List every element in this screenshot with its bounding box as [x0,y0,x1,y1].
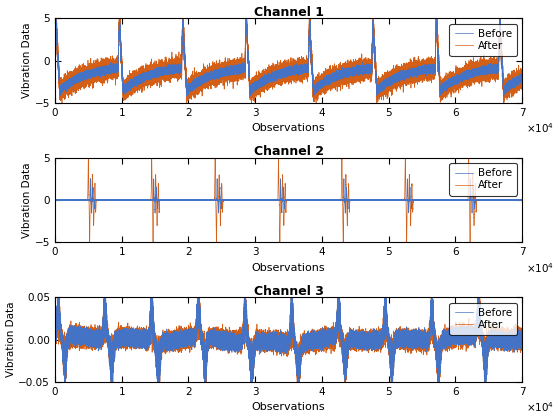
Y-axis label: Vibration Data: Vibration Data [22,23,32,98]
After [52,57,58,62]
After [61,379,68,384]
After [510,86,516,91]
Before [419,198,426,203]
Before [365,68,372,73]
Before [342,210,349,215]
Title: Channel 3: Channel 3 [254,285,324,298]
Before [419,66,426,71]
After [59,100,66,105]
Before [134,197,141,202]
Before [510,341,516,346]
Before [243,17,250,22]
After [86,240,93,245]
Before [52,59,58,64]
Line: After: After [55,297,522,382]
Before [415,333,422,339]
Before [510,78,516,83]
Before [519,197,525,202]
Title: Channel 2: Channel 2 [254,145,324,158]
Line: After: After [55,18,522,103]
Before [52,198,58,203]
After [134,197,141,202]
Legend: Before, After: Before, After [450,163,517,196]
After [134,336,141,341]
After [519,77,525,82]
Before [76,337,83,342]
Before [52,335,58,340]
After [76,198,83,203]
After [510,197,516,202]
After [519,198,525,203]
Before [61,379,68,384]
Legend: Before, After: Before, After [450,303,517,335]
Before [76,198,83,203]
After [52,197,58,202]
Before [519,331,525,336]
Before [340,176,347,181]
Text: $\times10^4$: $\times10^4$ [526,121,554,135]
After [85,155,92,160]
After [52,332,58,337]
Before [419,342,426,347]
After [54,295,61,300]
After [76,76,83,81]
Before [366,197,372,202]
X-axis label: Observations: Observations [251,402,325,412]
After [415,339,422,344]
Before [366,333,372,339]
Legend: Before, After: Before, After [450,24,517,56]
After [415,65,422,70]
X-axis label: Observations: Observations [251,263,325,273]
After [366,198,372,203]
X-axis label: Observations: Observations [251,123,325,133]
Before [54,295,61,300]
Line: After: After [55,158,522,242]
Y-axis label: Vibration Data: Vibration Data [22,163,32,238]
After [419,336,426,341]
Before [134,332,141,337]
Before [134,79,141,84]
After [366,340,372,345]
Text: $\times10^4$: $\times10^4$ [526,401,554,415]
After [76,340,83,345]
Before [510,198,516,203]
Before [519,79,525,84]
Line: Before: Before [55,297,522,382]
After [519,340,525,345]
Before [415,70,422,75]
Before [501,94,507,99]
Title: Channel 1: Channel 1 [254,5,324,18]
Line: Before: Before [55,178,522,213]
Text: $\times10^4$: $\times10^4$ [526,261,554,275]
Before [415,197,422,202]
After [415,197,422,202]
After [419,72,426,77]
After [134,71,141,76]
Line: Before: Before [55,19,522,96]
Y-axis label: Vibration Data: Vibration Data [6,302,16,378]
After [366,58,372,63]
After [419,197,426,202]
Before [76,72,83,77]
After [510,336,516,341]
After [53,16,59,21]
